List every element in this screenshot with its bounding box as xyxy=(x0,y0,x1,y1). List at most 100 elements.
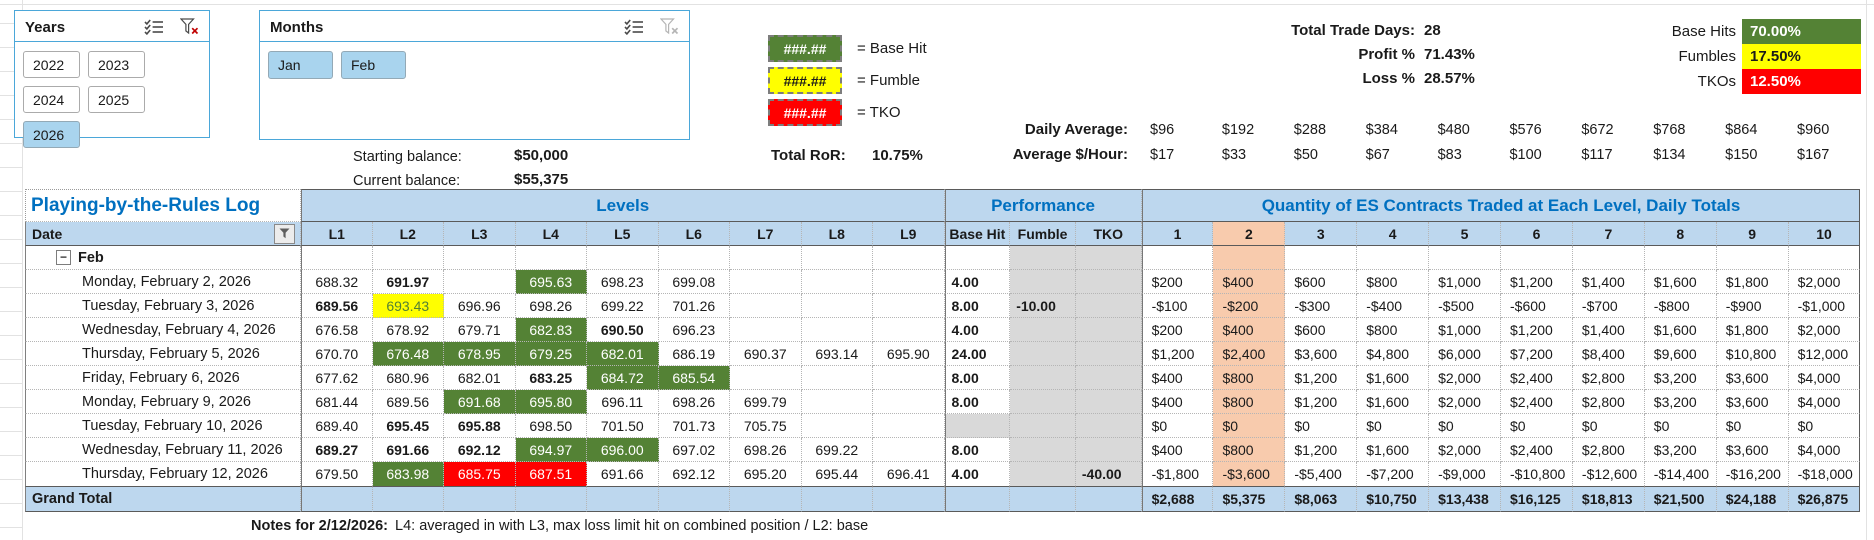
qty-cell[interactable] xyxy=(1285,246,1358,270)
years-option-2026[interactable]: 2026 xyxy=(23,121,80,148)
level-cell[interactable]: 678.95 xyxy=(444,342,516,366)
qty-cell[interactable]: $200 xyxy=(1141,270,1214,294)
level-cell[interactable]: 676.48 xyxy=(372,342,444,366)
level-cell[interactable] xyxy=(730,318,802,342)
qty-cell[interactable]: $8,400 xyxy=(1572,342,1645,366)
level-cell[interactable] xyxy=(801,318,873,342)
level-cell[interactable]: 695.88 xyxy=(444,414,516,438)
qty-cell[interactable]: $0 xyxy=(1429,414,1502,438)
level-cell[interactable] xyxy=(873,438,945,462)
perf-cell[interactable]: 24.00 xyxy=(944,342,1011,366)
qty-cell[interactable]: $800 xyxy=(1213,390,1286,414)
level-cell[interactable] xyxy=(444,270,516,294)
level-cell[interactable]: 690.50 xyxy=(587,318,659,342)
level-cell[interactable]: 698.50 xyxy=(515,414,587,438)
qty-cell[interactable]: -$900 xyxy=(1716,294,1789,318)
collapse-minus-icon[interactable]: − xyxy=(56,250,71,265)
qty-cell[interactable]: $1,400 xyxy=(1572,270,1645,294)
qty-cell[interactable] xyxy=(1644,246,1717,270)
level-cell[interactable] xyxy=(873,270,945,294)
clear-filter-icon-disabled[interactable] xyxy=(658,17,680,37)
qty-cell[interactable] xyxy=(1357,246,1430,270)
months-option-jan[interactable]: Jan xyxy=(268,51,333,79)
years-option-2025[interactable]: 2025 xyxy=(88,86,145,113)
level-cell[interactable]: 701.73 xyxy=(658,414,730,438)
level-cell[interactable]: 682.01 xyxy=(587,342,659,366)
level-cell[interactable]: 695.45 xyxy=(372,414,444,438)
level-cell[interactable]: 692.12 xyxy=(444,438,516,462)
qty-cell[interactable]: $1,600 xyxy=(1357,438,1430,462)
level-cell[interactable]: 670.70 xyxy=(301,342,373,366)
level-cell[interactable]: 687.51 xyxy=(515,462,587,486)
level-cell[interactable] xyxy=(801,294,873,318)
level-cell[interactable]: 691.66 xyxy=(372,438,444,462)
level-cell[interactable]: 693.43 xyxy=(372,294,444,318)
qty-cell[interactable]: $800 xyxy=(1213,438,1286,462)
perf-cell[interactable]: 4.00 xyxy=(944,270,1011,294)
qty-cell[interactable]: $3,200 xyxy=(1644,366,1717,390)
level-cell[interactable]: 681.44 xyxy=(301,390,373,414)
perf-cell[interactable]: -40.00 xyxy=(1075,462,1142,486)
level-cell[interactable] xyxy=(444,246,516,270)
qty-cell[interactable] xyxy=(1213,246,1286,270)
perf-cell[interactable] xyxy=(1010,246,1076,270)
row-group-feb[interactable]: − Feb xyxy=(25,246,301,270)
qty-cell[interactable]: $0 xyxy=(1357,414,1430,438)
level-cell[interactable] xyxy=(301,246,373,270)
level-cell[interactable]: 685.75 xyxy=(444,462,516,486)
qty-cell[interactable]: -$1,000 xyxy=(1788,294,1861,318)
level-cell[interactable] xyxy=(372,246,444,270)
level-cell[interactable] xyxy=(730,246,802,270)
qty-cell[interactable]: -$800 xyxy=(1644,294,1717,318)
level-cell[interactable]: 696.96 xyxy=(444,294,516,318)
qty-cell[interactable]: $400 xyxy=(1141,438,1214,462)
qty-cell[interactable]: $2,000 xyxy=(1788,270,1861,294)
qty-cell[interactable]: $0 xyxy=(1572,414,1645,438)
qty-cell[interactable]: -$14,400 xyxy=(1644,462,1717,486)
level-cell[interactable] xyxy=(515,246,587,270)
perf-cell[interactable] xyxy=(1010,438,1076,462)
years-option-2024[interactable]: 2024 xyxy=(23,86,80,113)
qty-cell[interactable]: $3,600 xyxy=(1285,342,1358,366)
perf-cell[interactable]: 8.00 xyxy=(944,438,1011,462)
date-cell[interactable]: Monday, February 9, 2026 xyxy=(25,390,301,414)
qty-cell[interactable]: $1,400 xyxy=(1572,318,1645,342)
qty-cell[interactable]: $0 xyxy=(1213,414,1286,438)
qty-cell[interactable]: $2,800 xyxy=(1572,366,1645,390)
perf-cell[interactable]: 4.00 xyxy=(944,318,1011,342)
level-cell[interactable] xyxy=(801,270,873,294)
level-cell[interactable] xyxy=(587,246,659,270)
qty-cell[interactable]: $2,000 xyxy=(1429,390,1502,414)
qty-cell[interactable]: $1,600 xyxy=(1644,270,1717,294)
qty-cell[interactable]: $1,600 xyxy=(1644,318,1717,342)
perf-cell[interactable]: 4.00 xyxy=(944,462,1011,486)
months-option-feb[interactable]: Feb xyxy=(341,51,406,79)
qty-cell[interactable]: $3,200 xyxy=(1644,438,1717,462)
qty-cell[interactable]: -$300 xyxy=(1285,294,1358,318)
level-cell[interactable]: 684.72 xyxy=(587,366,659,390)
perf-cell[interactable] xyxy=(1010,270,1076,294)
level-cell[interactable]: 696.23 xyxy=(658,318,730,342)
perf-cell[interactable] xyxy=(1075,270,1142,294)
level-cell[interactable]: 691.66 xyxy=(587,462,659,486)
level-cell[interactable] xyxy=(873,294,945,318)
qty-cell[interactable]: -$18,000 xyxy=(1788,462,1861,486)
level-cell[interactable]: 689.27 xyxy=(301,438,373,462)
qty-cell[interactable]: $400 xyxy=(1213,318,1286,342)
level-cell[interactable]: 701.50 xyxy=(587,414,659,438)
perf-cell[interactable] xyxy=(1075,438,1142,462)
level-cell[interactable]: 699.22 xyxy=(801,438,873,462)
level-cell[interactable]: 690.37 xyxy=(730,342,802,366)
level-cell[interactable] xyxy=(801,414,873,438)
multi-select-icon[interactable] xyxy=(623,17,645,37)
qty-cell[interactable]: $2,400 xyxy=(1501,366,1573,390)
qty-cell[interactable]: $400 xyxy=(1141,366,1214,390)
level-cell[interactable]: 679.71 xyxy=(444,318,516,342)
qty-cell[interactable]: $4,800 xyxy=(1357,342,1430,366)
qty-cell[interactable]: -$3,600 xyxy=(1213,462,1286,486)
level-cell[interactable]: 685.54 xyxy=(658,366,730,390)
level-cell[interactable]: 699.22 xyxy=(587,294,659,318)
qty-cell[interactable]: $3,600 xyxy=(1716,366,1789,390)
qty-cell[interactable]: $4,000 xyxy=(1788,438,1861,462)
qty-cell[interactable]: $4,000 xyxy=(1788,390,1861,414)
